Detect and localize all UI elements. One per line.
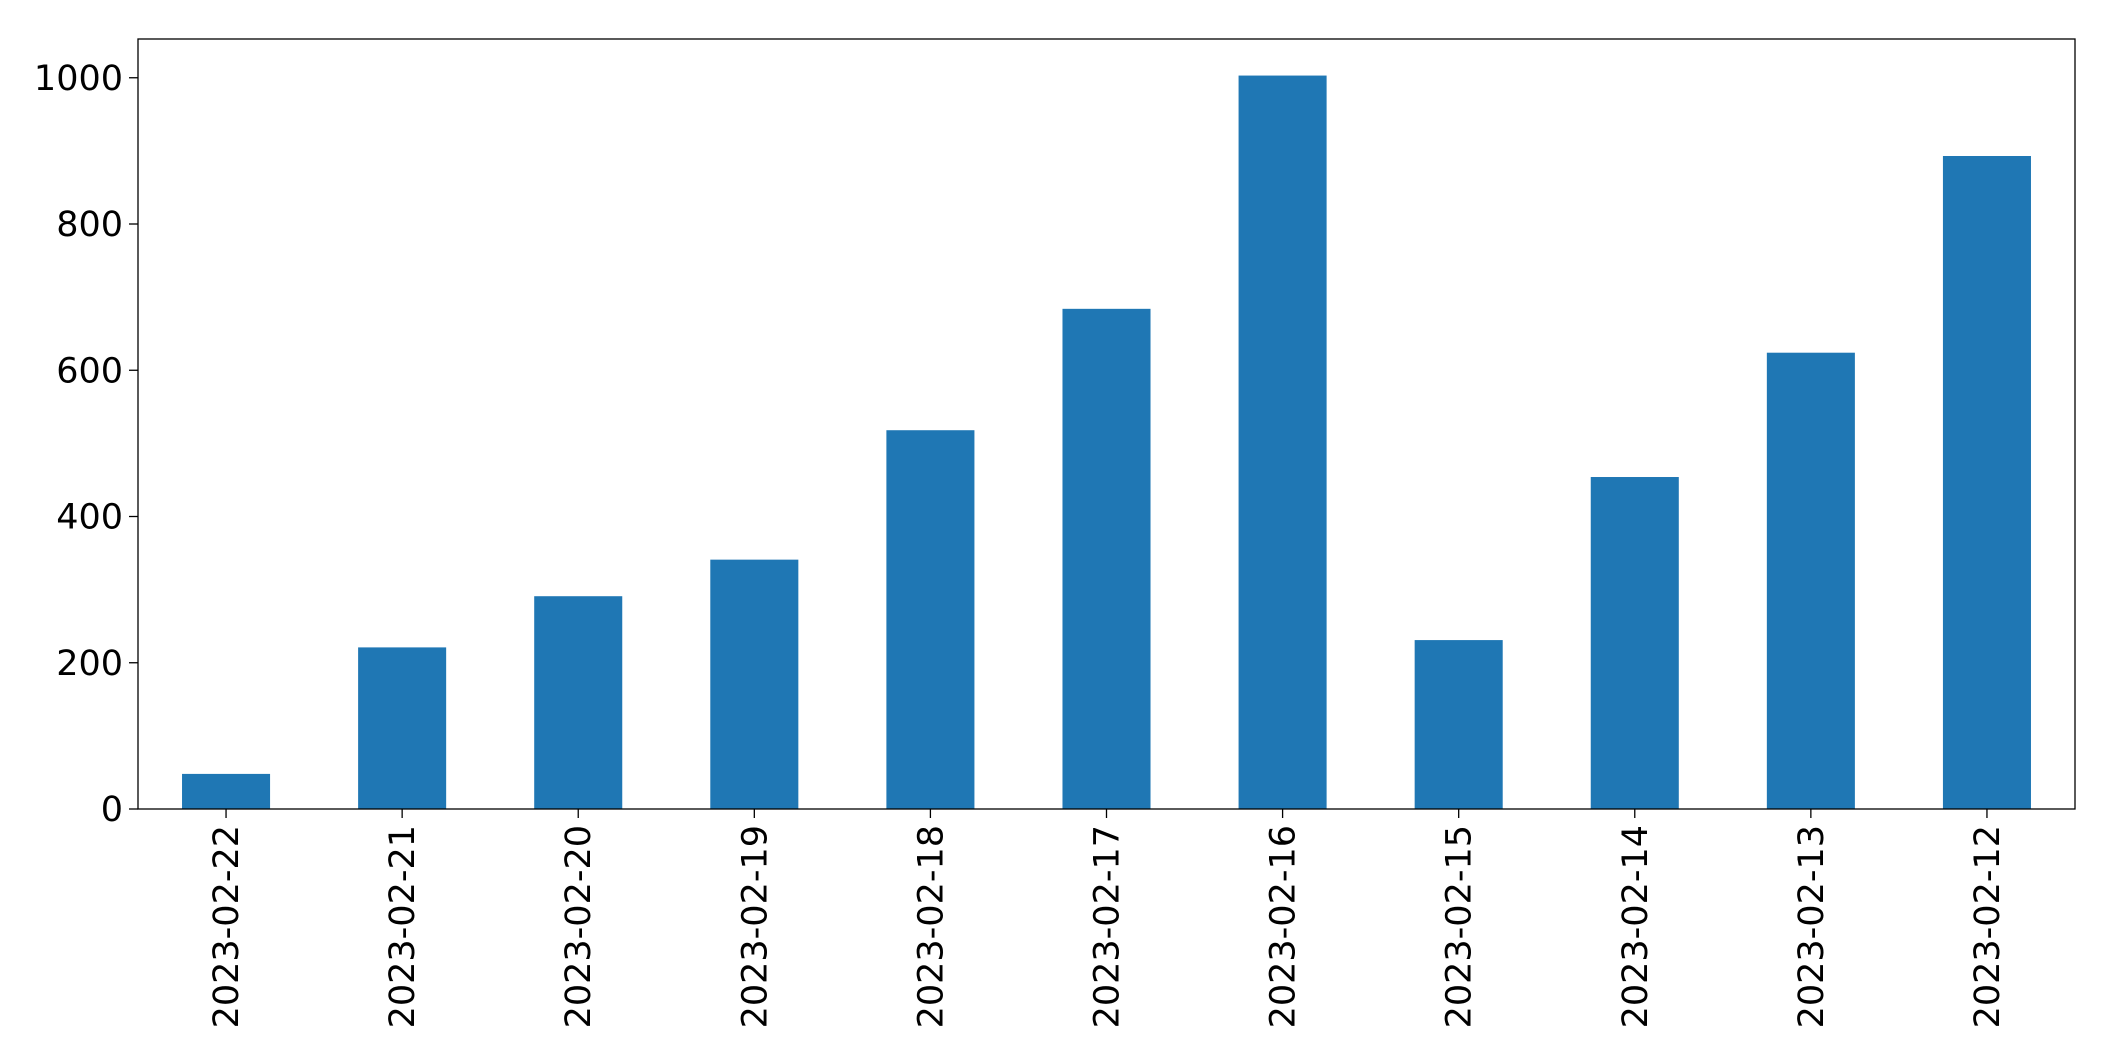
- x-tick-label: 2023-02-19: [735, 825, 775, 1028]
- y-tick-label: 0: [101, 790, 123, 830]
- x-tick-label: 2023-02-22: [207, 825, 247, 1028]
- bar: [1766, 352, 1855, 809]
- bar: [534, 596, 623, 809]
- plot-frame: [137, 38, 2076, 810]
- bar: [1238, 75, 1327, 810]
- x-tick-label: 2023-02-16: [1264, 825, 1304, 1028]
- x-tick-label: 2023-02-18: [911, 825, 951, 1028]
- bar: [182, 773, 271, 809]
- y-tick-label: 200: [56, 644, 123, 684]
- bar: [1062, 308, 1151, 809]
- x-tick-label: 2023-02-13: [1792, 825, 1832, 1028]
- y-tick-label: 800: [56, 205, 123, 245]
- x-tick-label: 2023-02-21: [383, 825, 423, 1028]
- bar: [886, 430, 975, 809]
- y-tick-label: 1000: [34, 59, 123, 99]
- x-tick-label: 2023-02-14: [1616, 825, 1656, 1028]
- bar: [710, 559, 799, 809]
- x-tick-label: 2023-02-20: [559, 825, 599, 1028]
- y-tick-label: 400: [56, 498, 123, 538]
- bar: [1590, 477, 1679, 809]
- bar: [1942, 155, 2031, 810]
- y-tick-label: 600: [56, 351, 123, 391]
- x-tick-label: 2023-02-15: [1440, 825, 1480, 1028]
- x-tick-label: 2023-02-17: [1088, 825, 1128, 1028]
- x-tick-label: 2023-02-12: [1968, 825, 2008, 1028]
- bar: [1414, 640, 1503, 809]
- bar: [358, 647, 447, 809]
